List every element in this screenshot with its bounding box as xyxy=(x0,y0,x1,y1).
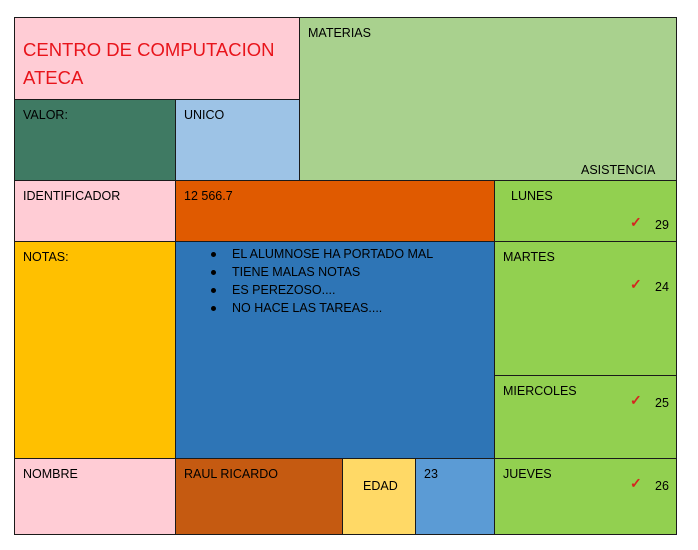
identificador-label: IDENTIFICADOR xyxy=(23,189,121,203)
identificador-label-cell: IDENTIFICADOR xyxy=(14,180,176,242)
nombre-value-cell: RAUL RICARDO xyxy=(175,458,343,535)
day-cell-jueves: JUEVES ✓ 26 xyxy=(494,458,677,535)
nombre-value: RAUL RICARDO xyxy=(184,467,278,481)
edad-label-cell: EDAD xyxy=(342,458,416,535)
bullet-icon xyxy=(211,288,216,293)
title-cell: CENTRO DE COMPUTACION ATECA xyxy=(14,17,300,100)
day-cell-martes: MARTES ✓ 24 xyxy=(494,241,677,376)
materias-label: MATERIAS xyxy=(308,26,371,40)
day-count: 26 xyxy=(655,479,669,493)
notas-content-cell: EL ALUMNOSE HA PORTADO MAL TIENE MALAS N… xyxy=(175,241,495,459)
title-line-1: CENTRO DE COMPUTACION xyxy=(23,39,275,60)
list-item: NO HACE LAS TAREAS.... xyxy=(211,299,433,317)
edad-label: EDAD xyxy=(363,479,398,493)
materias-cell: MATERIAS ASISTENCIA xyxy=(299,17,677,181)
valor-label-cell: VALOR: xyxy=(14,99,176,181)
day-count: 29 xyxy=(655,218,669,232)
identificador-value-cell: 12 566.7 xyxy=(175,180,495,242)
asistencia-label: ASISTENCIA xyxy=(581,163,656,177)
checkmark-icon: ✓ xyxy=(630,392,642,408)
list-item: EL ALUMNOSE HA PORTADO MAL xyxy=(211,245,433,263)
day-cell-lunes: LUNES ✓ 29 xyxy=(494,180,677,242)
notas-list: EL ALUMNOSE HA PORTADO MAL TIENE MALAS N… xyxy=(206,245,433,317)
edad-value: 23 xyxy=(424,467,438,481)
day-name: JUEVES xyxy=(503,467,552,481)
checkmark-icon: ✓ xyxy=(630,276,642,292)
identificador-value: 12 566.7 xyxy=(184,189,233,203)
list-item: ES PEREZOSO.... xyxy=(211,281,433,299)
title-line-2: ATECA xyxy=(23,67,84,88)
checkmark-icon: ✓ xyxy=(630,214,642,230)
bullet-icon xyxy=(211,270,216,275)
day-cell-miercoles: MIERCOLES ✓ 25 xyxy=(494,375,677,459)
nombre-label: NOMBRE xyxy=(23,467,78,481)
edad-value-cell: 23 xyxy=(415,458,495,535)
day-count: 24 xyxy=(655,280,669,294)
valor-value: UNICO xyxy=(184,108,225,122)
day-name: MARTES xyxy=(503,250,555,264)
bullet-icon xyxy=(211,252,216,257)
bullet-icon xyxy=(211,306,216,311)
checkmark-icon: ✓ xyxy=(630,475,642,491)
day-name: LUNES xyxy=(511,189,553,203)
notas-label-cell: NOTAS: xyxy=(14,241,176,459)
nombre-label-cell: NOMBRE xyxy=(14,458,176,535)
center-title: CENTRO DE COMPUTACION ATECA xyxy=(23,36,274,92)
list-item: TIENE MALAS NOTAS xyxy=(211,263,433,281)
day-count: 25 xyxy=(655,396,669,410)
notas-label: NOTAS: xyxy=(23,250,69,264)
day-name: MIERCOLES xyxy=(503,384,577,398)
valor-value-cell: UNICO xyxy=(175,99,300,181)
valor-label: VALOR: xyxy=(23,108,68,122)
